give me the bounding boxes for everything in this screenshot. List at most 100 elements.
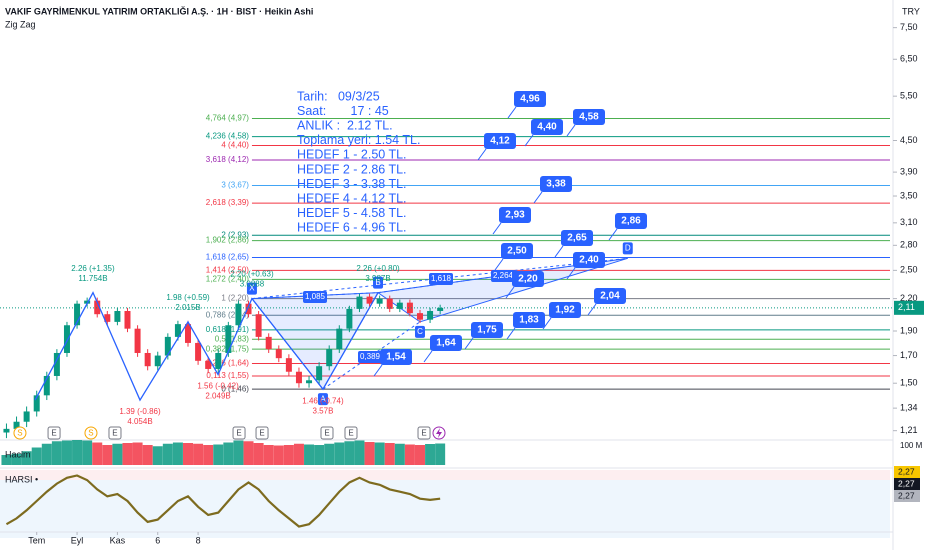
ratio-label: 2,264 xyxy=(493,271,514,280)
candle-body xyxy=(366,296,373,304)
target-box xyxy=(594,288,626,304)
target-pointer xyxy=(506,327,516,340)
pivot-volume: 3.987B xyxy=(365,274,390,283)
candle-body xyxy=(386,298,393,309)
zigzag xyxy=(34,291,379,402)
event-label: E xyxy=(421,429,426,438)
fib-label: 0,786 (2,04) xyxy=(206,310,249,319)
target-box xyxy=(471,322,503,338)
event-icon xyxy=(47,426,61,440)
fib-label: 0,5 (1,83) xyxy=(215,334,250,343)
y-tick-label: 1,34 xyxy=(900,403,918,413)
note-line: HEDEF 1 - 2.50 TL. xyxy=(297,148,407,162)
pattern-point-label: B xyxy=(375,278,380,287)
fib-label: 4 (4,40) xyxy=(221,141,249,150)
y-tick-label: 2,50 xyxy=(900,265,918,275)
candle-body xyxy=(285,358,292,372)
ratio-box xyxy=(491,270,515,282)
harsi-axis-label: 2,27 xyxy=(898,490,915,500)
x-tick-label: Tem xyxy=(28,535,45,545)
target-label: 2,20 xyxy=(518,274,538,285)
pivot-label: 1.39 (-0.86) xyxy=(119,407,161,416)
harsi-axis-box xyxy=(894,478,920,490)
harsi-axis-label: 2,27 xyxy=(898,478,915,488)
target-pointer xyxy=(542,317,552,330)
target-label: 4,96 xyxy=(520,94,540,105)
target-label: 2,50 xyxy=(507,246,527,257)
event-label: E xyxy=(236,429,241,438)
candle-body xyxy=(225,325,232,353)
fib-label: 1,272 (2,40) xyxy=(206,274,249,283)
candle-body xyxy=(255,314,262,337)
volume-bar xyxy=(223,442,234,465)
note-line: HEDEF 4 - 4.12 TL. xyxy=(297,191,407,205)
candle-body xyxy=(63,325,70,353)
target-pointer xyxy=(494,258,504,271)
fib-label: 3 (3,67) xyxy=(221,181,249,190)
target-box xyxy=(561,230,593,246)
target-box xyxy=(380,349,412,365)
candle-body xyxy=(195,342,202,361)
target-label: 1,83 xyxy=(519,315,539,326)
y-tick-label: 7,50 xyxy=(900,22,918,32)
x-tick-label: Eyl xyxy=(71,535,84,545)
target-label: 1,54 xyxy=(386,352,406,363)
pivot-label: 1.46 (-0.74) xyxy=(302,396,344,405)
candle-body xyxy=(215,352,222,369)
x-tick-label: Kas xyxy=(110,535,126,545)
target-pointer xyxy=(608,228,618,241)
target-label: 1,64 xyxy=(436,338,456,349)
target-box xyxy=(430,335,462,351)
volume-bar xyxy=(435,443,446,465)
target-box xyxy=(513,312,545,328)
volume-bar xyxy=(394,443,405,465)
pattern-dash xyxy=(322,321,421,390)
candle-body xyxy=(306,380,313,384)
y-tick-label: 2,80 xyxy=(900,240,918,250)
candle-body xyxy=(53,352,60,376)
target-box xyxy=(540,176,572,192)
candle-body xyxy=(275,349,282,359)
target-label: 1,92 xyxy=(555,305,575,316)
y-tick-label: 1,90 xyxy=(900,325,918,335)
target-label: 1,75 xyxy=(477,325,497,336)
y-tick-label: 1,50 xyxy=(900,378,918,388)
pattern-point-label: A xyxy=(320,394,326,403)
candle-body xyxy=(437,307,444,311)
target-box xyxy=(573,109,605,125)
event-label: E xyxy=(51,429,56,438)
volume-bar xyxy=(263,445,274,465)
volume-bar xyxy=(374,442,385,465)
candle-body xyxy=(74,303,81,326)
candle-body xyxy=(104,314,111,322)
harsi-axis-box xyxy=(894,466,920,478)
event-label: E xyxy=(259,429,264,438)
volume-bar xyxy=(243,441,254,465)
volume-bar xyxy=(152,446,163,465)
target-label: 4,12 xyxy=(490,136,510,147)
candle-body xyxy=(316,366,323,381)
ratio-box xyxy=(303,291,327,303)
target-box xyxy=(499,207,531,223)
volume-bar xyxy=(304,444,315,465)
volume-bar xyxy=(213,444,224,465)
volume-bar xyxy=(273,445,284,465)
candle-body xyxy=(265,336,272,350)
y-tick-label: 1,70 xyxy=(900,350,918,360)
chart-title: VAKIF GAYRİMENKUL YATIRIM ORTAKLIĞI A.Ş.… xyxy=(5,5,313,16)
candle-body xyxy=(185,324,192,343)
volume-bar xyxy=(364,442,375,465)
volume-bar xyxy=(41,443,52,465)
volume-bar xyxy=(384,443,395,465)
candle-body xyxy=(406,302,413,314)
last-price-label: 2,11 xyxy=(898,302,915,312)
target-label: 2,04 xyxy=(600,291,620,302)
fib-label: 3,618 (4,12) xyxy=(206,155,249,164)
note-line: Toplama yeri: 1.54 TL. xyxy=(297,133,420,147)
volume-bar xyxy=(233,440,244,465)
y-tick-label: 5,50 xyxy=(900,91,918,101)
target-pointer xyxy=(464,337,474,350)
target-box xyxy=(573,252,605,268)
target-label: 2,93 xyxy=(505,210,525,221)
